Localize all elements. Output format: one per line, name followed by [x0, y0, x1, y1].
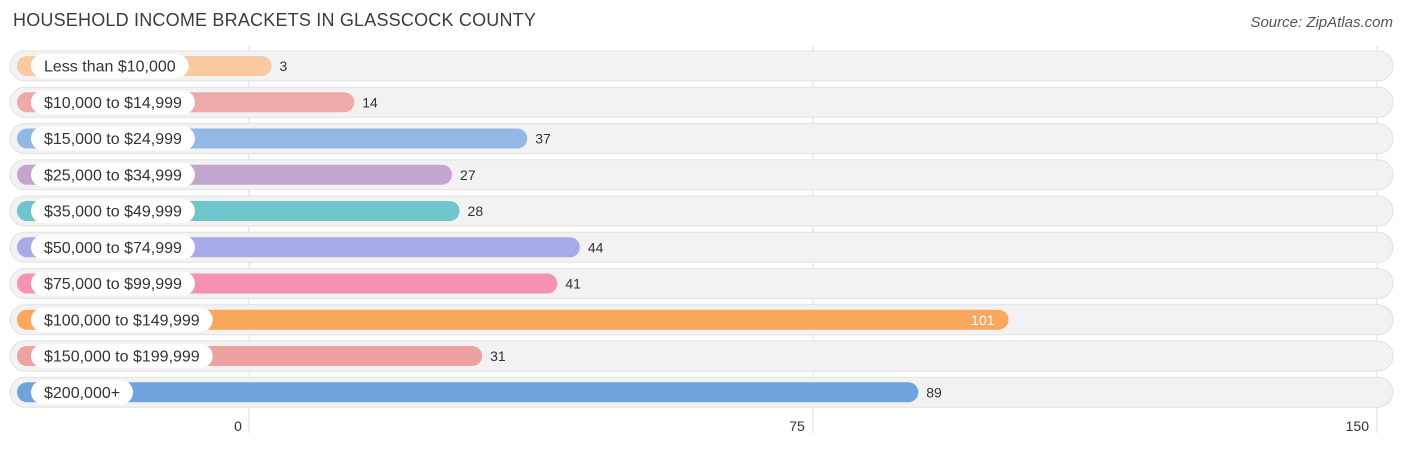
value-label: 44 [588, 239, 604, 255]
bar [17, 309, 1009, 330]
category-label: $10,000 to $14,999 [44, 95, 182, 112]
category-label-pill [31, 235, 195, 260]
category-label-pill [31, 162, 195, 187]
x-axis: 0 75 150 [234, 418, 1369, 434]
category-label: $50,000 to $74,999 [44, 240, 182, 257]
category-label: Less than $10,000 [44, 59, 176, 76]
category-label-pill [31, 126, 195, 151]
bar [17, 382, 919, 403]
bar-row: $100,000 to $149,999 101 [9, 304, 1394, 336]
category-label-pill [31, 54, 189, 78]
bar-row: $150,000 to $199,999 31 [9, 340, 1394, 372]
category-label: $15,000 to $24,999 [44, 131, 182, 148]
bar-row: $15,000 to $24,999 37 [9, 123, 1394, 154]
value-label: 37 [535, 131, 551, 147]
chart-source: Source: ZipAtlas.com [1250, 14, 1393, 31]
x-tick-label: 75 [789, 418, 805, 434]
x-tick-label: 0 [234, 418, 242, 434]
category-label: $150,000 to $199,999 [44, 349, 200, 366]
category-label-pill [31, 90, 195, 115]
category-label: $25,000 to $34,999 [44, 167, 182, 184]
value-label: 101 [971, 312, 995, 328]
category-label: $100,000 to $149,999 [44, 312, 200, 329]
category-label-pill [31, 307, 213, 332]
value-label: 27 [460, 167, 476, 183]
category-label-pill [31, 271, 195, 296]
bar-row: $75,000 to $99,999 41 [9, 268, 1394, 299]
bar-row: $25,000 to $34,999 27 [9, 159, 1394, 191]
x-tick-label: 150 [1346, 418, 1370, 434]
bar-track [9, 86, 1394, 118]
value-label: 41 [565, 276, 581, 292]
bar-row: $50,000 to $74,999 44 [9, 231, 1394, 263]
value-label: 89 [926, 384, 942, 400]
category-label: $75,000 to $99,999 [44, 276, 182, 293]
category-label-pill [31, 380, 134, 405]
chart-title: HOUSEHOLD INCOME BRACKETS IN GLASSCOCK C… [13, 10, 537, 30]
value-label: 28 [468, 203, 484, 219]
bar-row: $10,000 to $14,999 14 [9, 86, 1394, 118]
category-label-pill [31, 199, 195, 223]
value-label: 14 [362, 94, 378, 110]
category-label: $35,000 to $49,999 [44, 204, 182, 221]
category-label: $200,000+ [44, 385, 120, 402]
category-label-pill [31, 344, 213, 368]
value-label: 31 [490, 348, 506, 364]
bar-row: Less than $10,000 3 [9, 50, 1394, 82]
value-label: 3 [280, 58, 288, 74]
bar-row: $200,000+ 89 [9, 376, 1394, 408]
bar-track [9, 50, 1394, 82]
bar-row: $35,000 to $49,999 28 [9, 195, 1394, 227]
